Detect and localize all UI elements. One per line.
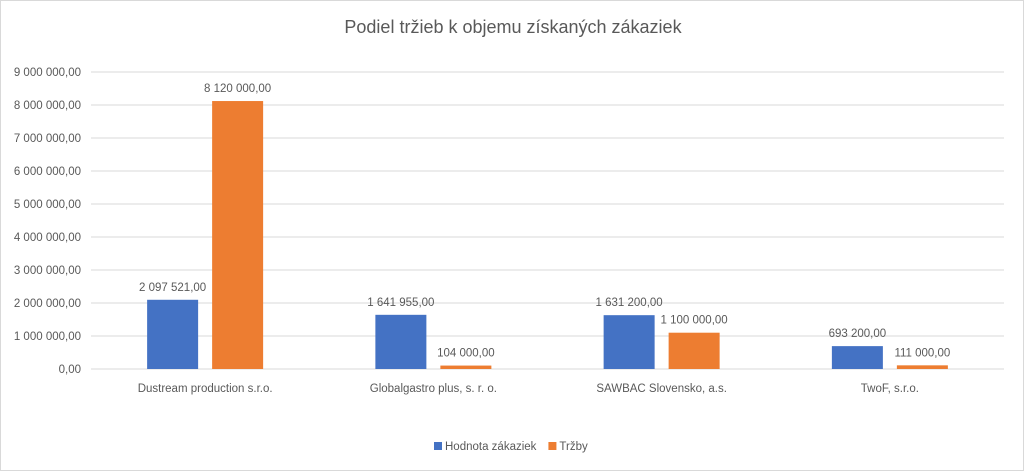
data-label: 1 641 955,00 — [367, 297, 434, 309]
bar-trzby — [896, 365, 948, 369]
bar-hodnota-zakaziek — [603, 315, 655, 369]
bar-trzby — [440, 365, 492, 369]
x-category-label: Globalgastro plus, s. r. o. — [370, 383, 497, 395]
x-category-label: Dustream production s.r.o. — [138, 383, 273, 395]
bar-hodnota-zakaziek — [375, 314, 427, 369]
y-tick-label: 0,00 — [59, 364, 81, 376]
data-label: 104 000,00 — [437, 348, 495, 360]
y-tick-label: 1 000 000,00 — [14, 331, 81, 343]
y-tick-label: 3 000 000,00 — [14, 265, 81, 277]
data-label: 1 100 000,00 — [661, 315, 728, 327]
bar-hodnota-zakaziek — [147, 299, 199, 369]
x-category-label: TwoF, s.r.o. — [861, 383, 919, 395]
data-label: 8 120 000,00 — [204, 83, 271, 95]
legend-label: Tržby — [559, 441, 588, 453]
y-tick-label: 2 000 000,00 — [14, 298, 81, 310]
y-tick-label: 7 000 000,00 — [14, 133, 81, 145]
y-tick-label: 4 000 000,00 — [14, 232, 81, 244]
bar-trzby — [668, 332, 720, 369]
y-tick-label: 9 000 000,00 — [14, 67, 81, 79]
bar-trzby — [212, 101, 264, 369]
x-category-label: SAWBAC Slovensko, a.s. — [596, 383, 727, 395]
legend-swatch — [548, 442, 557, 450]
data-label: 693 200,00 — [829, 328, 887, 340]
data-label: 2 097 521,00 — [139, 282, 206, 294]
bar-hodnota-zakaziek — [831, 346, 883, 369]
legend-swatch — [434, 442, 442, 450]
data-label: 111 000,00 — [894, 347, 950, 359]
y-tick-label: 6 000 000,00 — [14, 166, 81, 178]
legend-label: Hodnota zákaziek — [445, 441, 537, 453]
y-tick-label: 8 000 000,00 — [14, 100, 81, 112]
chart-title: Podiel tržieb k objemu získaných zákazie… — [344, 17, 682, 37]
y-tick-label: 5 000 000,00 — [14, 199, 81, 211]
data-label: 1 631 200,00 — [596, 297, 663, 309]
